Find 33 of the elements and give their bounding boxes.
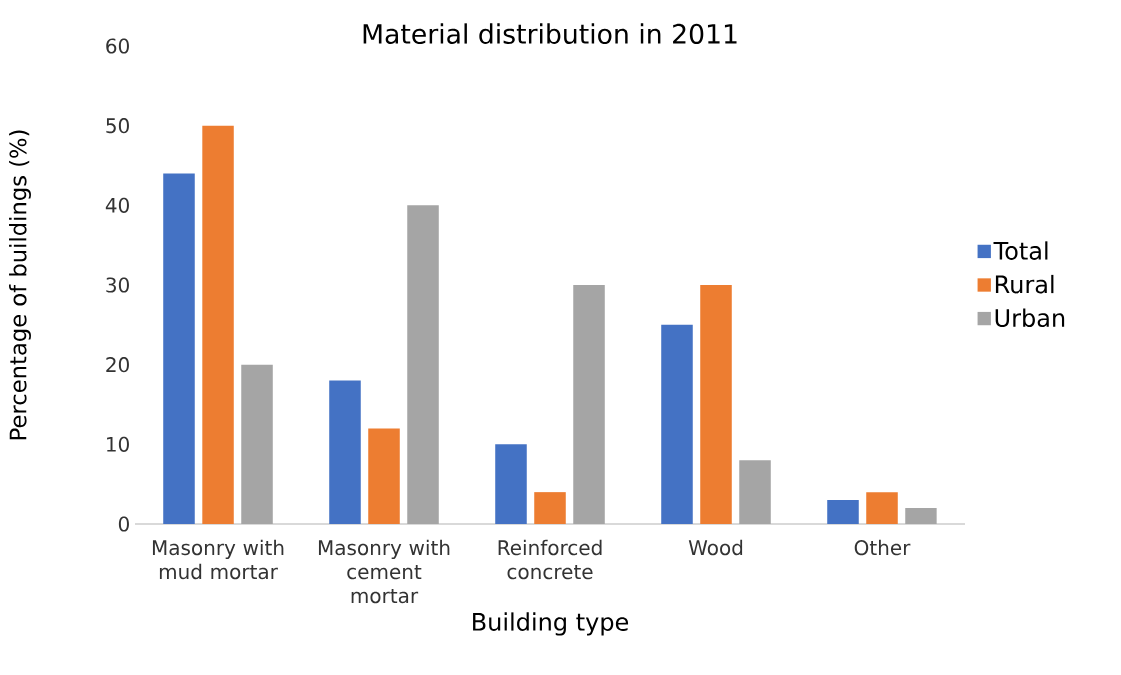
bar <box>573 285 605 524</box>
bar <box>202 125 234 524</box>
y-tick-label: 0 <box>118 516 129 532</box>
x-tick-label: Masonry with cement mortar <box>318 539 450 604</box>
bar <box>700 285 732 524</box>
bar <box>905 508 937 524</box>
bar <box>329 380 361 524</box>
x-tick-label: Wood <box>688 539 743 556</box>
bar <box>495 444 527 524</box>
y-tick-label: 60 <box>106 38 129 54</box>
legend-label: Total <box>993 241 1048 260</box>
y-axis-title: Percentage of buildings (%) <box>9 130 31 440</box>
y-tick-label: 50 <box>106 118 129 134</box>
bar <box>163 173 195 524</box>
bar <box>368 428 400 524</box>
x-tick-label: Masonry with mud mortar <box>152 539 284 580</box>
x-tick-label: Reinforced concrete <box>498 539 602 580</box>
bar <box>407 205 439 524</box>
x-tick-label: Other <box>854 539 911 556</box>
bar <box>739 460 771 524</box>
bar <box>241 364 273 524</box>
y-tick-label: 10 <box>107 436 129 452</box>
chart-title: Material distribution in 2011 <box>363 23 737 44</box>
y-tick-label: 30 <box>106 277 129 293</box>
bar <box>534 492 566 524</box>
x-axis-title: Building type <box>473 612 629 636</box>
legend-label: Urban <box>995 308 1065 328</box>
y-tick-label: 20 <box>106 357 129 373</box>
bar <box>827 500 859 524</box>
bar <box>661 324 693 524</box>
legend-label: Rural <box>995 274 1054 294</box>
y-tick-label: 40 <box>105 197 129 213</box>
bar <box>866 492 898 524</box>
